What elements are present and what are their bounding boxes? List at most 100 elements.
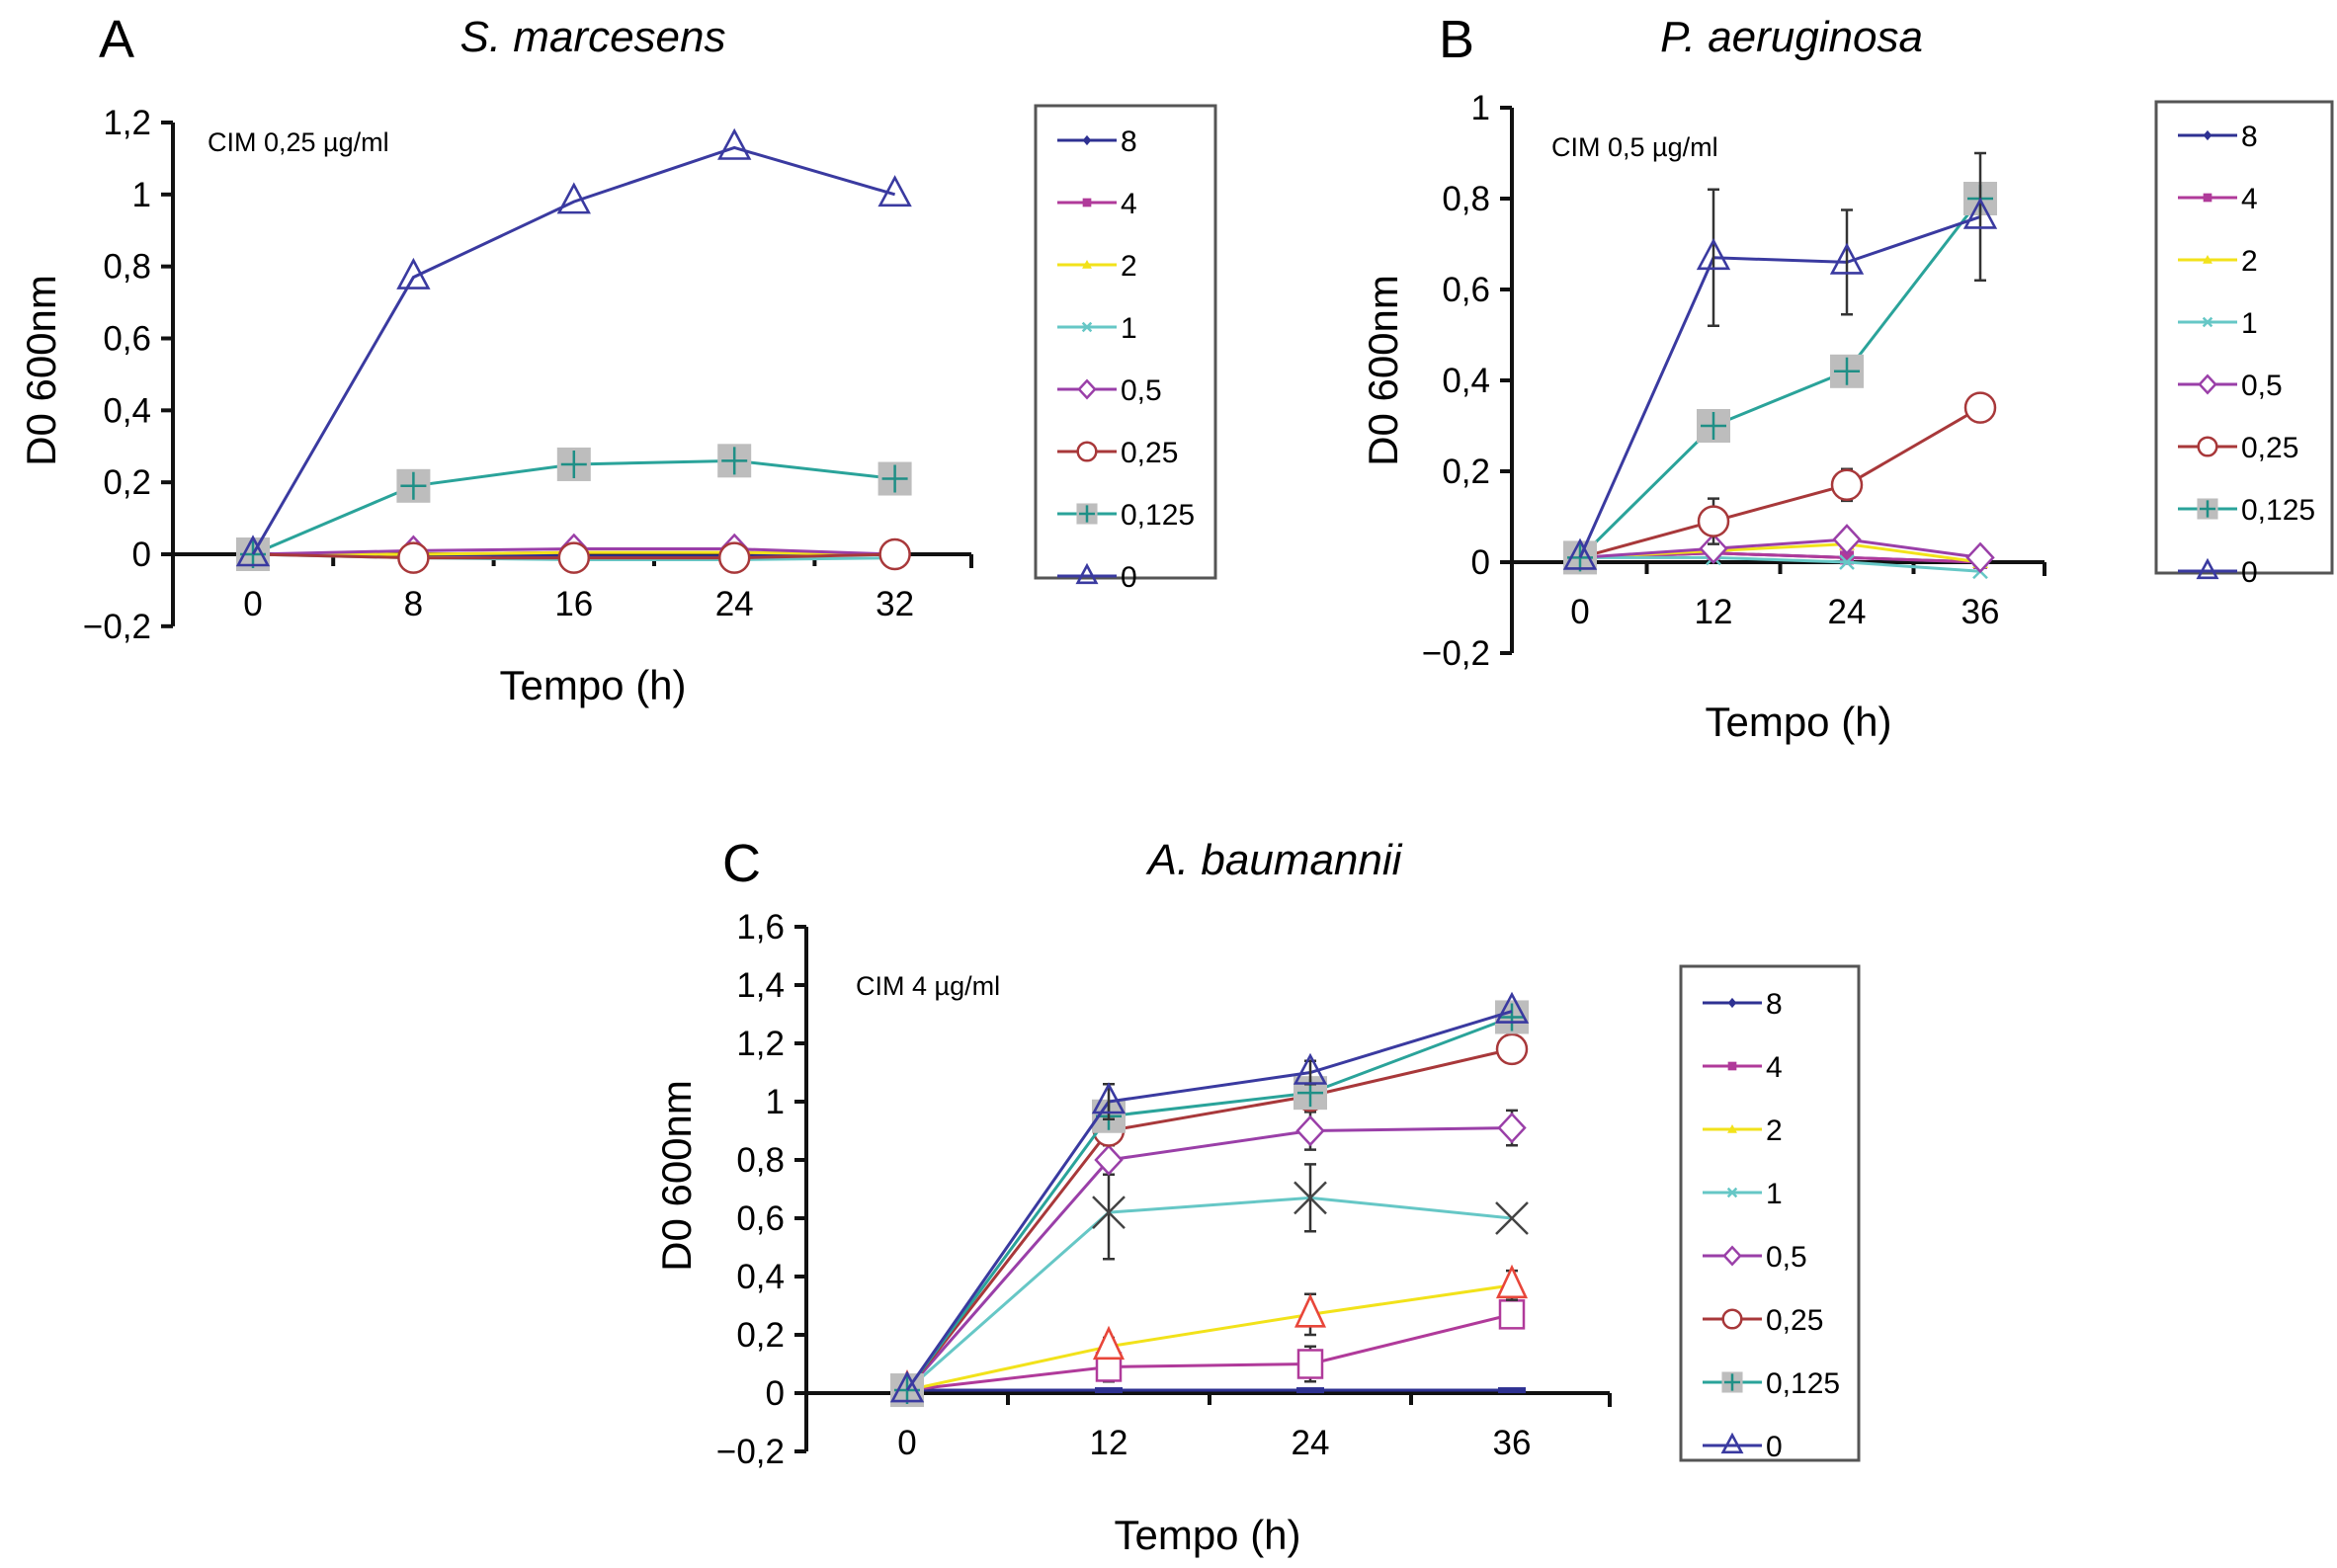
series-0-25 — [890, 1032, 1529, 1407]
data-point-plus — [400, 471, 427, 500]
legend-label: 2 — [2241, 245, 2258, 278]
series-line — [906, 1196, 1513, 1392]
legend-box — [1034, 104, 1217, 580]
data-point — [396, 257, 431, 289]
y-tick-label: 0,4 — [103, 391, 151, 430]
legend-marker-icon — [1077, 378, 1097, 400]
series-line — [1579, 406, 1981, 559]
legend-item: 0,125 — [1057, 499, 1195, 532]
y-axis-label: D0 600nm — [653, 1080, 700, 1272]
data-point — [1697, 505, 1730, 537]
panel-letter: A — [99, 10, 134, 69]
data-point — [557, 541, 591, 574]
data-point — [1830, 468, 1864, 502]
data-point — [1094, 1144, 1124, 1176]
y-tick-label: 0,4 — [736, 1258, 785, 1296]
data-point-plus — [1834, 357, 1860, 385]
legend-item: 0 — [1057, 561, 1137, 594]
y-tick-label: 0,4 — [1442, 362, 1490, 400]
data-point — [1696, 238, 1731, 271]
y-tick-label: 0,8 — [1442, 180, 1490, 218]
data-point-plus — [721, 447, 748, 475]
data-point — [556, 182, 591, 214]
legend-item: 8 — [1703, 988, 1783, 1021]
x-tick-label: 16 — [554, 585, 593, 623]
x-tick-label: 12 — [1695, 593, 1733, 631]
legend-label: 0,125 — [2241, 494, 2315, 527]
y-tick-label: 0,2 — [736, 1316, 785, 1355]
legend-item: 2 — [2178, 245, 2258, 278]
legend-label: 0,125 — [1766, 1367, 1840, 1400]
y-tick-label: 0,2 — [103, 463, 151, 502]
legend-label: 0,125 — [1121, 499, 1195, 532]
legend-marker-icon — [1082, 198, 1092, 207]
legend-label: 2 — [1121, 250, 1137, 283]
data-point — [877, 175, 912, 207]
y-axis-label: D0 600nm — [18, 275, 64, 466]
y-tick-label: 1,4 — [736, 966, 785, 1005]
y-tick-label: 1,6 — [736, 908, 785, 947]
series-line — [906, 1312, 1513, 1392]
error-bar — [1708, 188, 1719, 328]
series-0-125 — [236, 444, 912, 571]
y-tick-label: 1,2 — [736, 1025, 785, 1063]
data-point — [1829, 242, 1865, 275]
y-tick-label: 1,2 — [103, 104, 151, 142]
legend-label: 4 — [1121, 188, 1137, 220]
data-point — [1497, 1112, 1527, 1144]
legend-label: 1 — [1121, 312, 1137, 345]
legend-label: 0,5 — [1766, 1241, 1807, 1274]
legend-label: 0,5 — [2241, 370, 2283, 402]
legend-item: 4 — [2178, 183, 2258, 215]
mic-annotation: CIM 0,25 µg/ml — [208, 127, 389, 157]
panel-title: S. marcesens — [460, 13, 726, 61]
legend-label: 8 — [1121, 125, 1137, 158]
panel-letter: B — [1439, 10, 1474, 69]
legend-marker-icon — [1082, 134, 1092, 146]
data-point — [717, 541, 751, 574]
y-tick-label: 0,8 — [103, 248, 151, 287]
series-1 — [890, 1163, 1529, 1407]
data-point — [1095, 1387, 1123, 1394]
legend-label: 0 — [1121, 561, 1137, 594]
y-tick-label: 0 — [1471, 543, 1490, 582]
legend-marker-icon — [2197, 436, 2218, 457]
legend-box — [1679, 964, 1861, 1462]
legend-item: 0,125 — [1703, 1367, 1840, 1400]
y-tick-label: 0,8 — [736, 1141, 785, 1180]
data-point — [889, 1370, 925, 1403]
y-tick-label: 0 — [132, 536, 151, 574]
data-point — [1495, 1032, 1529, 1066]
series-line — [905, 1010, 1513, 1391]
legend-label: 8 — [1766, 988, 1783, 1021]
legend-item: 8 — [1057, 125, 1137, 158]
data-point — [1965, 541, 1995, 574]
x-tick-label: 36 — [1961, 593, 2000, 631]
x-axis-label: Tempo (h) — [499, 662, 686, 708]
data-point — [1296, 1349, 1324, 1379]
legend: 8 4 2 1 0,5 0,25 0,125 0 — [1034, 104, 1217, 594]
legend-marker-icon-plus — [2199, 500, 2216, 518]
series-line — [905, 1016, 1513, 1391]
legend-marker-icon — [1727, 1061, 1737, 1071]
y-tick-label: 0,2 — [1442, 453, 1490, 491]
x-tick-label: 36 — [1493, 1424, 1532, 1462]
panel-b: B P. aeruginosa−0,200,20,40,60,810 12 24 36D… — [1360, 10, 2334, 745]
series-0 — [235, 127, 912, 567]
legend-box — [2154, 100, 2334, 575]
legend-item: 8 — [2178, 121, 2258, 153]
data-point — [1295, 1114, 1325, 1147]
legend-item: 2 — [1703, 1114, 1783, 1147]
data-point-plus — [1499, 1003, 1525, 1032]
legend-marker-icon — [1722, 1245, 1742, 1267]
data-point — [1498, 1387, 1526, 1394]
data-point — [717, 127, 752, 160]
error-bar — [1841, 208, 1853, 316]
legend-item: 4 — [1057, 188, 1137, 220]
legend-label: 4 — [2241, 183, 2258, 215]
x-tick-label: 8 — [404, 585, 423, 623]
legend-label: 8 — [2241, 121, 2258, 153]
data-point-plus — [560, 450, 587, 478]
x-tick-label: 24 — [715, 585, 754, 623]
data-point — [1839, 554, 1855, 570]
